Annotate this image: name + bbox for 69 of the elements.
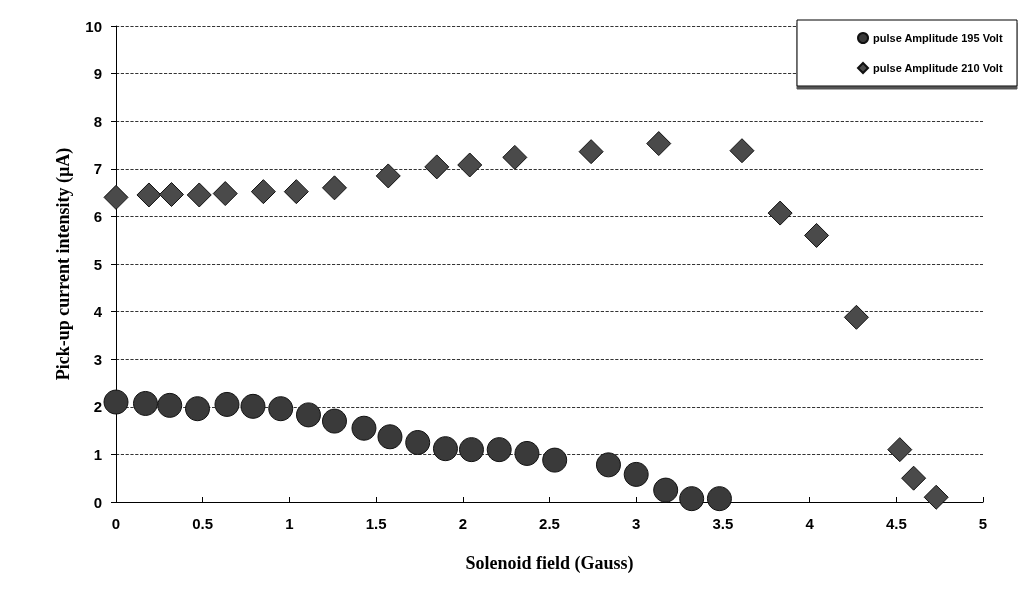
point xyxy=(250,179,276,205)
legend-label: pulse Amplitude 210 Volt xyxy=(873,62,1003,74)
x-tick-label: 2.5 xyxy=(539,515,560,532)
point xyxy=(322,408,347,434)
point xyxy=(901,465,927,491)
point xyxy=(542,447,568,473)
x-tick-label: 3 xyxy=(632,515,641,532)
point xyxy=(103,389,129,415)
x-tick-label: 5 xyxy=(978,515,988,532)
x-tick-label: 1.5 xyxy=(365,515,387,532)
point xyxy=(405,430,431,455)
point xyxy=(457,152,483,178)
x-tick-label: 1 xyxy=(285,515,294,532)
point xyxy=(923,484,949,510)
point xyxy=(158,182,184,207)
point xyxy=(351,415,377,441)
point xyxy=(623,461,649,487)
point xyxy=(212,181,238,207)
point xyxy=(283,179,309,205)
x-tick-label: 0.5 xyxy=(192,515,214,532)
point xyxy=(268,396,294,422)
y-tick-label: 10 xyxy=(85,17,102,35)
point xyxy=(679,486,705,512)
y-tick-label: 1 xyxy=(93,445,102,463)
point xyxy=(424,154,450,180)
point xyxy=(103,184,129,210)
point xyxy=(502,144,528,170)
point xyxy=(432,436,458,462)
point xyxy=(706,486,732,512)
point xyxy=(321,175,347,201)
point xyxy=(240,393,266,419)
point xyxy=(157,392,183,418)
x-tick-label: 3.5 xyxy=(712,515,734,532)
point xyxy=(375,163,401,189)
y-axis-title: Pick-up current intensity (µA) xyxy=(53,147,74,381)
x-tick-label: 4 xyxy=(805,515,815,532)
point xyxy=(214,391,240,417)
y-tick-label: 8 xyxy=(93,112,102,130)
y-tick-label: 9 xyxy=(93,65,102,83)
point xyxy=(767,200,793,226)
point xyxy=(514,440,540,466)
point xyxy=(486,437,512,463)
point xyxy=(578,139,604,165)
y-tick-label: 2 xyxy=(93,398,102,416)
y-tick-label: 7 xyxy=(93,160,102,178)
point xyxy=(595,452,621,478)
point xyxy=(377,424,403,450)
point xyxy=(186,182,212,208)
point xyxy=(646,131,672,157)
y-tick-label: 5 xyxy=(93,255,102,273)
x-tick-label: 2 xyxy=(458,515,467,532)
point xyxy=(185,396,210,422)
point xyxy=(296,402,321,428)
point xyxy=(843,304,869,330)
y-tick-label: 0 xyxy=(93,493,102,511)
point xyxy=(136,182,162,208)
legend-label: pulse Amplitude 195 Volt xyxy=(873,32,1003,44)
point xyxy=(133,390,158,416)
point xyxy=(458,437,484,463)
y-tick-label: 4 xyxy=(93,303,103,321)
point xyxy=(887,437,913,463)
point xyxy=(653,477,679,503)
x-tick-label: 4.5 xyxy=(885,515,907,532)
x-tick-label: 0 xyxy=(111,515,121,532)
y-tick-label: 3 xyxy=(93,350,102,368)
y-tick-label: 6 xyxy=(93,207,102,225)
point xyxy=(804,222,830,248)
x-axis-title: Solenoid field (Gauss) xyxy=(465,553,634,574)
point xyxy=(729,138,755,164)
